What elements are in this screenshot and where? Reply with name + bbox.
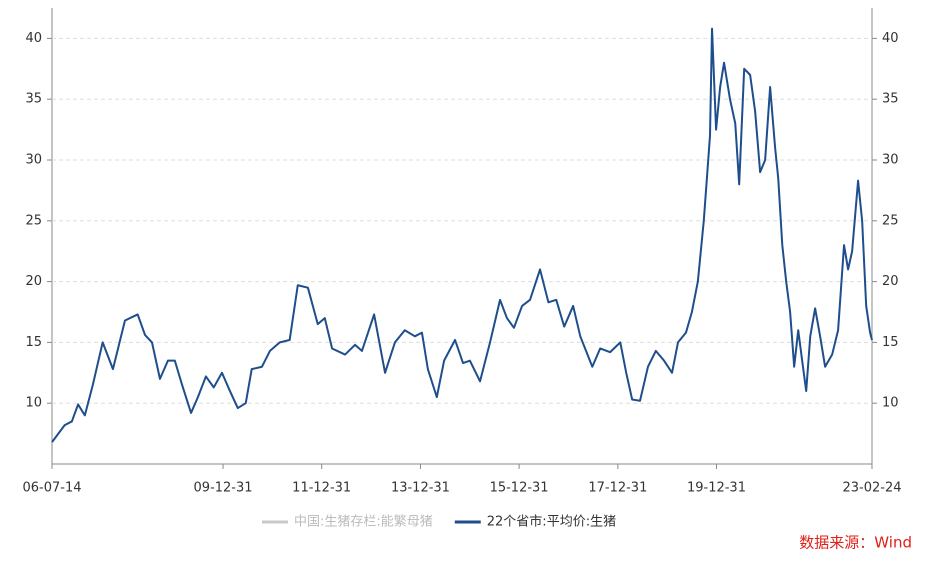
legend-label: 22个省市:平均价:生猪	[487, 514, 616, 530]
y-tick-label: 25	[25, 213, 42, 228]
x-tick-label: 13-12-31	[391, 481, 450, 496]
legend-label: 中国:生猪存栏:能繁母猪	[294, 514, 433, 530]
y2-tick-label: 40	[882, 31, 899, 46]
price-line	[51, 27, 873, 443]
x-tick-label: 17-12-31	[588, 481, 647, 496]
x-tick-label: 09-12-31	[194, 481, 253, 496]
y-tick-label: 40	[25, 31, 42, 46]
x-tick-label: 23-02-24	[842, 481, 901, 496]
y2-tick-label: 20	[882, 274, 899, 289]
y2-tick-label: 25	[882, 213, 899, 228]
x-tick-label: 11-12-31	[292, 481, 351, 496]
x-tick-label: 06-07-14	[22, 481, 81, 496]
y-tick-label: 35	[25, 92, 42, 107]
y2-tick-label: 15	[882, 335, 899, 350]
y2-tick-label: 30	[882, 153, 899, 168]
y-tick-label: 10	[25, 396, 42, 411]
y-tick-label: 20	[25, 274, 42, 289]
y2-tick-label: 35	[882, 92, 899, 107]
y2-tick-label: 10	[882, 396, 899, 411]
x-tick-label: 19-12-31	[687, 481, 746, 496]
x-tick-label: 15-12-31	[490, 481, 549, 496]
source-note: 数据来源：Wind	[799, 534, 912, 552]
y-tick-label: 30	[25, 153, 42, 168]
y-tick-label: 15	[25, 335, 42, 350]
